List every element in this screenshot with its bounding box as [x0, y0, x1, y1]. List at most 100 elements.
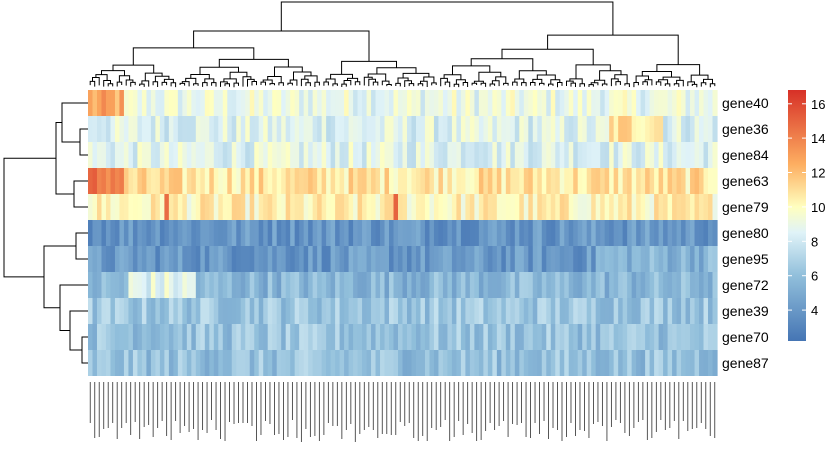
row-label: gene87 [722, 355, 769, 371]
heatmap-cell [690, 194, 696, 220]
heatmap-cell [92, 272, 98, 298]
heatmap-cell [465, 298, 471, 324]
heatmap-cell [519, 324, 525, 350]
heatmap-cell [483, 350, 489, 376]
heatmap-cell [460, 272, 466, 298]
heatmap-cell [528, 142, 534, 168]
heatmap-cell [568, 272, 574, 298]
row-label: gene70 [722, 329, 769, 345]
heatmap-cell [344, 324, 350, 350]
heatmap-cell [105, 220, 112, 246]
heatmap-cell [591, 220, 597, 246]
heatmap-cell [200, 324, 206, 350]
heatmap-cell [303, 246, 309, 272]
heatmap-cell [451, 350, 458, 376]
heatmap-cell [308, 168, 314, 194]
dendrogram-branch [205, 79, 214, 83]
heatmap-cell [442, 168, 449, 194]
heatmap-cell [182, 194, 188, 220]
heatmap-cell [573, 246, 579, 272]
dendrogram-branch [180, 83, 185, 85]
heatmap-cell [312, 90, 318, 116]
heatmap-cell [618, 298, 624, 324]
heatmap-cell [182, 324, 188, 350]
heatmap-cell [353, 350, 359, 376]
heatmap-cell [105, 350, 112, 376]
heatmap-cell [155, 220, 161, 246]
heatmap-cell [649, 142, 655, 168]
heatmap-cell [604, 246, 610, 272]
heatmap-cell [532, 90, 538, 116]
heatmap-cell [438, 298, 444, 324]
heatmap-cell [681, 90, 687, 116]
heatmap-cell [371, 246, 377, 272]
heatmap-cell [195, 220, 201, 246]
heatmap-cell [591, 116, 597, 142]
heatmap-cell [353, 194, 359, 220]
heatmap-cell [236, 220, 242, 246]
heatmap-cell [510, 324, 516, 350]
heatmap-cell [281, 194, 287, 220]
dendrogram-branch [315, 82, 320, 87]
heatmap-cell [582, 168, 588, 194]
dendrogram-branch [657, 65, 700, 75]
heatmap-cell [465, 142, 471, 168]
row-label: gene40 [722, 95, 769, 111]
heatmap-cell [150, 220, 156, 246]
heatmap-cell [640, 194, 646, 220]
heatmap-cell [321, 272, 327, 298]
heatmap-cell [236, 168, 242, 194]
heatmap-cell [245, 220, 251, 246]
dendrogram-branch [59, 284, 88, 331]
heatmap-cell [88, 194, 94, 220]
heatmap-cell [258, 246, 264, 272]
heatmap-cell [402, 324, 408, 350]
heatmap-cell [393, 272, 399, 298]
heatmap-cell [681, 350, 687, 376]
heatmap-cell [101, 168, 107, 194]
heatmap-cell [191, 272, 197, 298]
heatmap-cell [191, 168, 197, 194]
heatmap-cell [393, 168, 399, 194]
heatmap-cell [420, 220, 426, 246]
heatmap-cell [330, 298, 336, 324]
heatmap-cell [492, 246, 498, 272]
heatmap-cell [613, 220, 619, 246]
heatmap-cell [249, 194, 255, 220]
heatmap-cell [483, 142, 489, 168]
heatmap-cell [645, 194, 651, 220]
heatmap-cell [182, 142, 188, 168]
heatmap-cell [182, 246, 188, 272]
heatmap-cell [649, 220, 655, 246]
heatmap-cell [371, 220, 377, 246]
dendrogram-branch [403, 73, 429, 78]
heatmap-cell [267, 324, 273, 350]
heatmap-cell [213, 298, 219, 324]
heatmap-cell [132, 246, 139, 272]
heatmap-cell [317, 142, 323, 168]
heatmap-cell [591, 272, 597, 298]
heatmap-cell [339, 324, 345, 350]
heatmap-cell [663, 272, 669, 298]
heatmap-cell [609, 324, 615, 350]
heatmap-cell [424, 272, 431, 298]
heatmap-cell [150, 246, 156, 272]
heatmap-cell [582, 324, 588, 350]
heatmap-cell [137, 168, 143, 194]
heatmap-cell [335, 168, 341, 194]
heatmap-cell [303, 194, 309, 220]
dendrogram-branch [453, 66, 490, 75]
heatmap-cell [114, 194, 121, 220]
heatmap-cell [132, 298, 139, 324]
heatmap-cell [398, 350, 404, 376]
heatmap-cell [672, 298, 678, 324]
heatmap-cell [348, 324, 354, 350]
heatmap-cell [708, 220, 714, 246]
heatmap-cell [483, 220, 489, 246]
heatmap-cell [119, 246, 125, 272]
heatmap-cell [326, 350, 332, 376]
heatmap-cell [429, 298, 435, 324]
dendrogram-branch [576, 65, 610, 79]
heatmap-cell [159, 194, 165, 220]
heatmap-cell [411, 194, 417, 220]
